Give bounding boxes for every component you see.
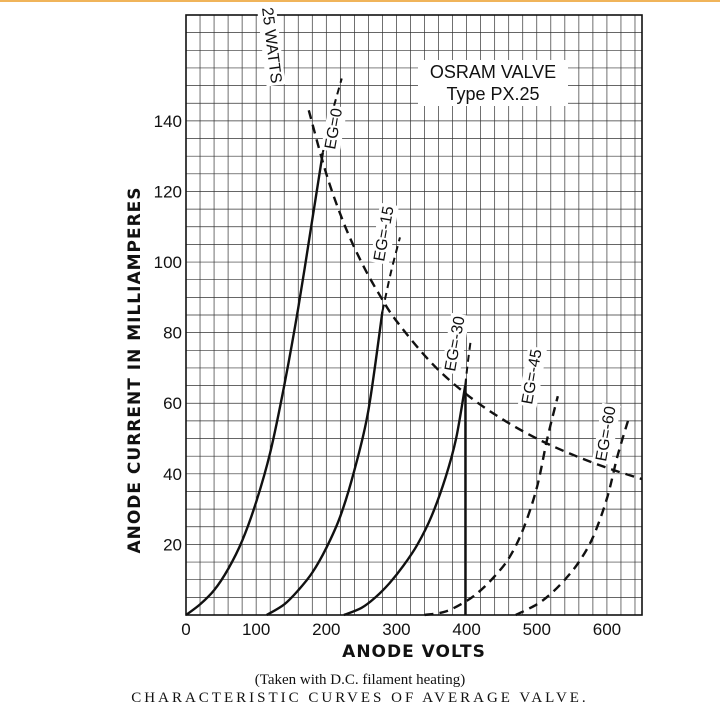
curve-label-bg	[320, 104, 348, 153]
curve-label-bg	[256, 4, 286, 87]
series-line-4	[515, 420, 630, 617]
x-tick-label: 0	[181, 620, 190, 639]
axes: 0 100 200 300 400 500 600 20 40 60 80 100 120 140 ANOD…	[125, 14, 643, 662]
y-axis-label: ANODE CURRENT IN MILLIAMPERES	[125, 186, 145, 553]
y-tick-label: 100	[154, 253, 182, 272]
characteristic-curves-chart: 0 100 200 300 400 500 600 20 40 60 80 100 120 140 ANOD…	[125, 4, 643, 662]
caption-filament-note: (Taken with D.C. filament heating)	[254, 672, 466, 688]
x-tick-label: 400	[452, 620, 480, 639]
y-tick-label: 60	[163, 394, 182, 413]
series-line-2	[343, 385, 467, 617]
x-tick-label: 300	[382, 620, 410, 639]
curve-label: EG=0	[322, 107, 346, 151]
curve-label-bg	[517, 345, 547, 408]
curve-label-bg	[369, 202, 399, 265]
series-line-3	[424, 395, 559, 617]
y-tick-label: 40	[163, 465, 182, 484]
plot-frame	[185, 14, 643, 616]
x-tick-label: 100	[242, 620, 270, 639]
caption-title: CHARACTERISTIC CURVES OF AVERAGE VALVE.	[131, 690, 589, 706]
x-tick-label: 200	[312, 620, 340, 639]
series-line-1	[266, 311, 384, 617]
curve-label-bg	[591, 402, 621, 465]
x-tick-label: 500	[523, 620, 551, 639]
curves	[185, 78, 643, 617]
title-background	[418, 60, 568, 106]
y-tick-label: 120	[154, 182, 182, 201]
grid	[185, 14, 642, 616]
series-extension-2	[464, 339, 472, 386]
series-extension-1	[381, 237, 401, 312]
series-line-0	[185, 152, 324, 616]
top-border	[0, 0, 720, 2]
chart-title: OSRAM VALVE	[430, 62, 556, 82]
chart-subtitle: Type PX.25	[446, 84, 539, 104]
x-tick-label: 600	[593, 620, 621, 639]
x-axis-label: ANODE VOLTS	[342, 642, 486, 662]
y-tick-label: 80	[163, 324, 182, 343]
series-line-5	[307, 109, 643, 481]
curve-label-bg	[440, 312, 470, 375]
y-tick-label: 20	[163, 535, 182, 554]
y-tick-label: 140	[154, 112, 182, 131]
